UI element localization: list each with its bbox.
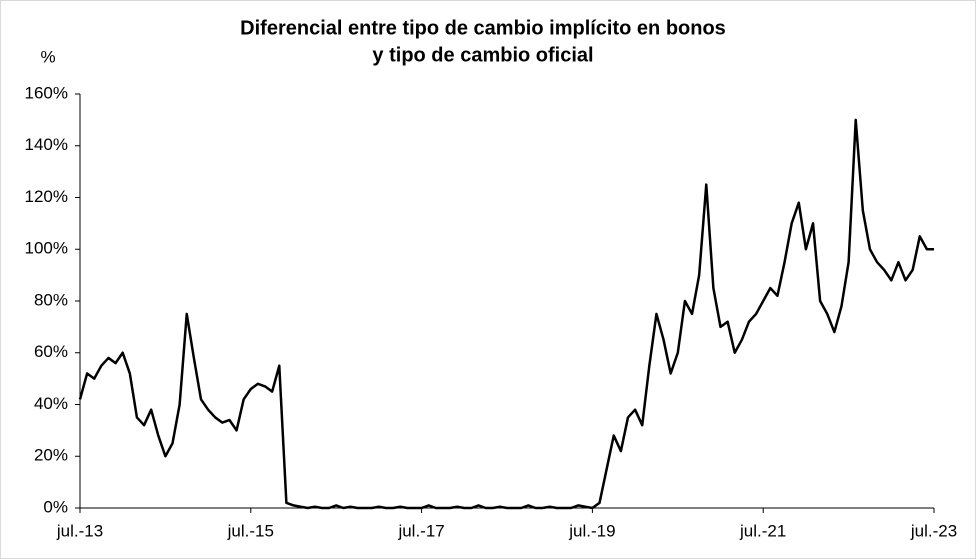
- y-tick-label: 160%: [25, 83, 68, 102]
- x-tick-label: jul.-13: [56, 521, 103, 540]
- x-tick-label: jul.-15: [227, 521, 274, 540]
- y-tick-label: 0%: [43, 497, 68, 516]
- y-axis-label: %: [40, 47, 55, 66]
- y-tick-label: 20%: [34, 446, 68, 465]
- chart-title: y tipo de cambio oficial: [372, 44, 593, 66]
- y-tick-label: 140%: [25, 135, 68, 154]
- y-tick-label: 100%: [25, 239, 68, 258]
- y-tick-label: 40%: [34, 394, 68, 413]
- chart-title: Diferencial entre tipo de cambio implíci…: [240, 17, 726, 39]
- x-tick-label: jul.-23: [910, 521, 957, 540]
- y-tick-label: 60%: [34, 342, 68, 361]
- x-tick-label: jul.-17: [397, 521, 444, 540]
- x-tick-label: jul.-21: [739, 521, 786, 540]
- y-tick-label: 120%: [25, 187, 68, 206]
- y-tick-label: 80%: [34, 290, 68, 309]
- x-tick-label: jul.-19: [568, 521, 615, 540]
- data-line: [78, 118, 934, 510]
